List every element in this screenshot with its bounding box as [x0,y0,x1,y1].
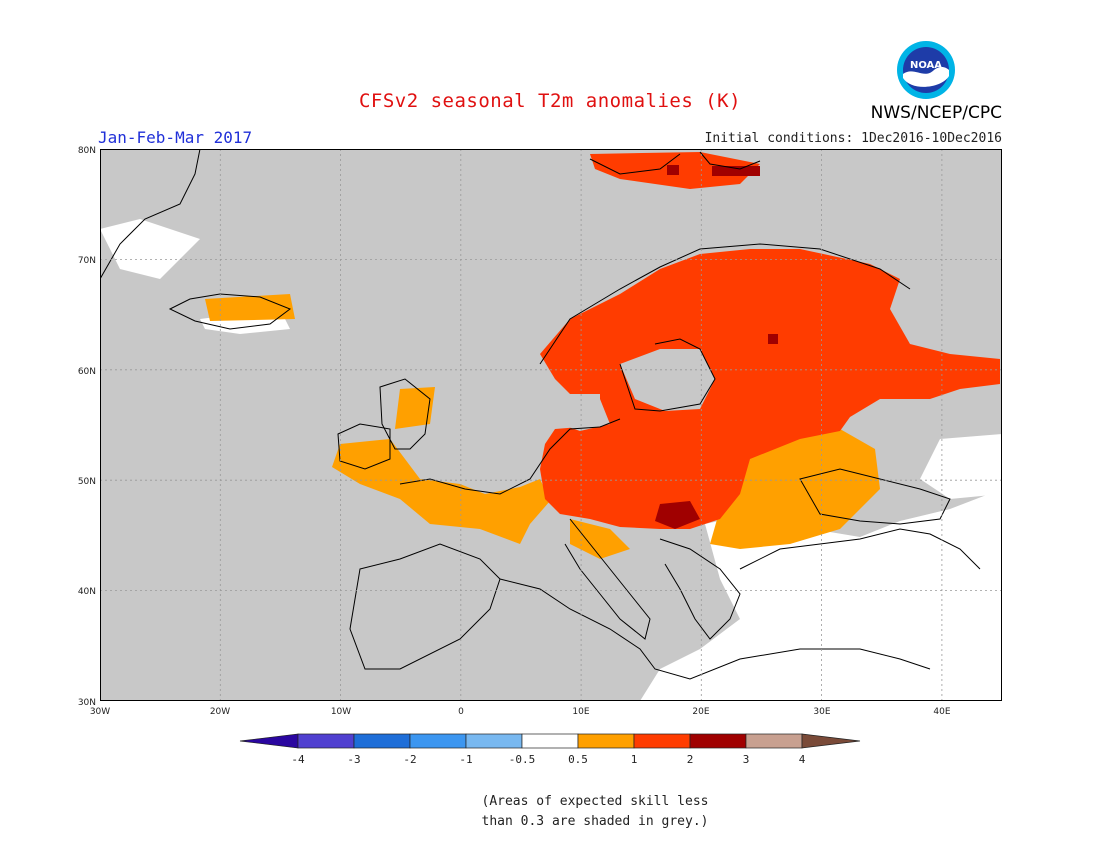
colorbar-label: -2 [403,753,416,766]
lat-tick: 60N [78,367,96,377]
logo-text: NOAA [910,60,942,71]
colorbar-label: 3 [743,753,750,766]
initial-conditions: Initial conditions: 1Dec2016-10Dec2016 [704,131,1002,146]
colorbar-segment [633,733,691,749]
anomaly-regions [100,152,1002,701]
colorbar-label: -4 [291,753,305,766]
colorbar-segment [521,733,579,749]
longitude-axis: 30W 20W 10W 0 10E 20E 30E 40E [90,707,951,717]
lon-tick: 30E [813,707,830,717]
lat-tick: 50N [78,477,96,487]
chart-title: CFSv2 seasonal T2m anomalies (K) [358,90,742,112]
lon-tick: 10E [572,707,589,717]
footnote-line: (Areas of expected skill less [481,794,709,809]
coastlines [100,149,981,680]
colorbar-label: 0.5 [568,753,588,766]
colorbar-segment [409,733,467,749]
latitude-axis: 80N 70N 60N 50N 40N 30N [78,146,96,708]
lon-tick: 30W [90,707,110,717]
colorbar-segment [353,733,411,749]
lat-tick: 70N [78,256,96,266]
lat-tick: 30N [78,698,96,708]
lon-tick: 20W [210,707,230,717]
colorbar-segment [745,733,803,749]
graticule [100,149,1002,701]
colorbar-label: 1 [631,753,638,766]
colorbar-segment [297,733,355,749]
lon-tick: 0 [458,707,464,717]
colorbar-label: -3 [347,753,360,766]
forecast-period: Jan-Feb-Mar 2017 [98,128,253,147]
lat-tick: 80N [78,146,96,156]
lat-tick: 40N [78,587,96,597]
anomaly-map [100,149,1002,701]
colorbar-label: 2 [687,753,694,766]
colorbar-segment [801,733,861,749]
colorbar-segment [465,733,523,749]
skill-footnote: (Areas of expected skill less than 0.3 a… [0,792,1100,832]
organization-label: NWS/NCEP/CPC [870,103,1002,123]
colorbar-label: 4 [799,753,806,766]
colorbar-segment [689,733,747,749]
colorbar-label: -0.5 [509,753,536,766]
lon-tick: 20E [692,707,709,717]
colorbar-segment [577,733,635,749]
noaa-logo: NOAA [897,41,955,99]
lon-tick: 10W [331,707,351,717]
colorbar-label: -1 [459,753,472,766]
lon-tick: 40E [933,707,950,717]
footnote-line: than 0.3 are shaded in grey.) [481,814,709,829]
colorbar-segment [239,733,299,749]
colorbar: -4 -3 -2 -1 -0.5 0.5 1 2 3 4 [239,733,861,766]
